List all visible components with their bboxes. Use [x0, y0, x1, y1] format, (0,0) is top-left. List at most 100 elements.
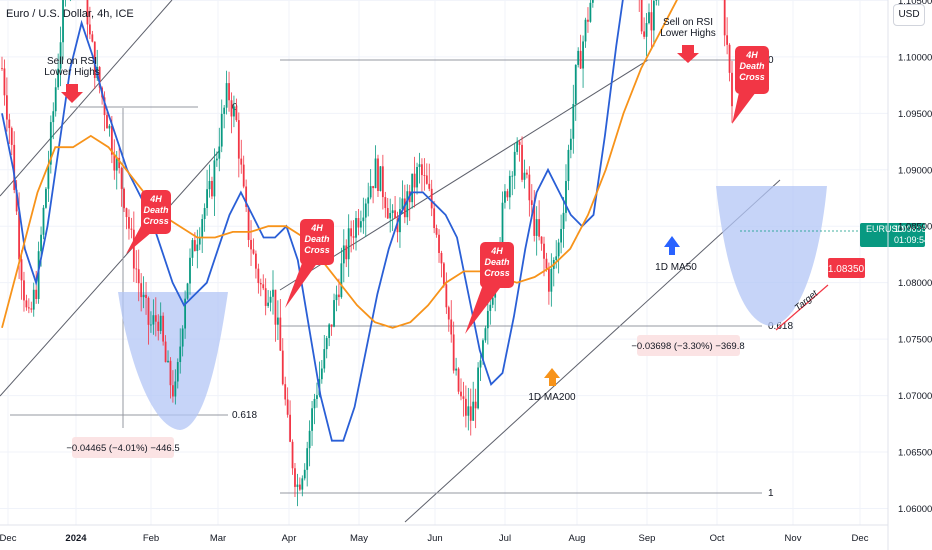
time-tick-label: Dec [852, 533, 869, 544]
candle-body [213, 160, 216, 197]
candle-body [401, 198, 404, 210]
time-tick-label: Sep [639, 533, 656, 544]
death-cross-text: Cross [143, 216, 169, 226]
candle-body [538, 219, 541, 237]
candle-body [306, 448, 309, 470]
time-tick-label: Jun [427, 533, 442, 544]
candle-body [418, 164, 421, 167]
candle-body [106, 115, 108, 129]
death-cross-text: Cross [484, 268, 510, 278]
candle-body [438, 234, 440, 253]
candle-body [362, 217, 365, 222]
candle-body [281, 350, 284, 385]
candle-body [726, 35, 729, 45]
candle-body [150, 324, 152, 326]
fib-label: 0.618 [232, 410, 257, 421]
candle-body [648, 12, 650, 24]
candle-body [189, 257, 191, 284]
candle-body [355, 218, 357, 238]
candle-body [545, 258, 548, 269]
candle-body [377, 158, 379, 191]
candle-body [272, 289, 274, 297]
candle-body [10, 128, 13, 145]
candle-body [584, 19, 587, 42]
measure-box [637, 335, 740, 356]
candle-body [479, 360, 482, 368]
candle-body [572, 103, 575, 139]
candle-body [169, 360, 172, 386]
projection-bowl [118, 292, 228, 430]
time-tick-label: Feb [143, 533, 159, 544]
candle-body [303, 469, 306, 479]
death-cross-callout [480, 242, 514, 288]
candle-body [723, 0, 726, 36]
candle-body [501, 202, 504, 244]
candle-body [159, 315, 162, 331]
candle-body [291, 441, 294, 469]
candle-body [289, 414, 291, 442]
moving-averages [1, 0, 678, 442]
current-price-tag [860, 223, 925, 247]
candle-body [530, 200, 533, 205]
target-price-label: 1.08350 [828, 264, 865, 275]
candle-body [42, 207, 45, 235]
candle-body [125, 208, 128, 218]
candle-body [242, 164, 245, 187]
candle-body [311, 408, 313, 431]
death-cross-text: Cross [739, 72, 765, 82]
candle-body [452, 334, 455, 371]
candle-body [103, 97, 106, 116]
candle-body [223, 107, 226, 114]
sell-rsi-label: Sell on RSI [663, 17, 713, 28]
trend-channels: 00.61800.6181 [0, 0, 793, 523]
candle-body [313, 398, 316, 409]
candle-body [132, 229, 135, 269]
candle-body [728, 44, 731, 73]
currency-button[interactable]: USD [893, 4, 925, 26]
time-axis: Dec 2024 Feb Mar Apr May Jun Jul Aug Sep Oct Nov Dec [0, 524, 888, 544]
candle-body [574, 64, 577, 104]
candle-body [35, 289, 38, 299]
candle-body [206, 189, 208, 209]
candle-body [550, 268, 553, 292]
candle-body [386, 208, 389, 219]
price-tick-label: 1.10500 [898, 0, 932, 7]
candle-body [518, 141, 521, 145]
candle-body [174, 381, 177, 397]
candle-body [128, 217, 130, 229]
candle-body [330, 324, 333, 327]
price-tick-label: 1.09000 [898, 165, 932, 176]
candle-body [215, 158, 218, 161]
candle-body [577, 50, 580, 65]
candle-body [220, 113, 223, 147]
ma200-arrow-icon [544, 368, 560, 386]
candles [1, 0, 733, 507]
candle-body [372, 186, 375, 189]
candle-body [428, 183, 431, 189]
candle-body [528, 174, 531, 201]
death-cross-text: Cross [304, 245, 330, 255]
candle-body [347, 228, 350, 260]
candle-body [252, 249, 255, 254]
candle-body [357, 218, 360, 228]
candle-body [140, 283, 143, 298]
candle-body [152, 315, 155, 325]
candle-body [325, 338, 328, 350]
candle-body [457, 368, 460, 392]
time-tick-label: Aug [569, 533, 586, 544]
price-axis: 1.120001.115001.110001.105001.100001.095… [887, 0, 932, 550]
candle-body [403, 198, 406, 218]
candle-body [8, 119, 11, 129]
candle-body [264, 288, 267, 306]
candle-body [179, 346, 182, 363]
candle-body [47, 164, 50, 189]
sell-arrow-icon [61, 84, 83, 103]
candle-body [123, 188, 125, 209]
candle-body [582, 41, 584, 69]
candle-body [440, 252, 443, 264]
death-cross-tail [732, 88, 756, 124]
candle-body [447, 307, 450, 320]
candle-body [52, 111, 55, 123]
candle-body [276, 317, 279, 325]
